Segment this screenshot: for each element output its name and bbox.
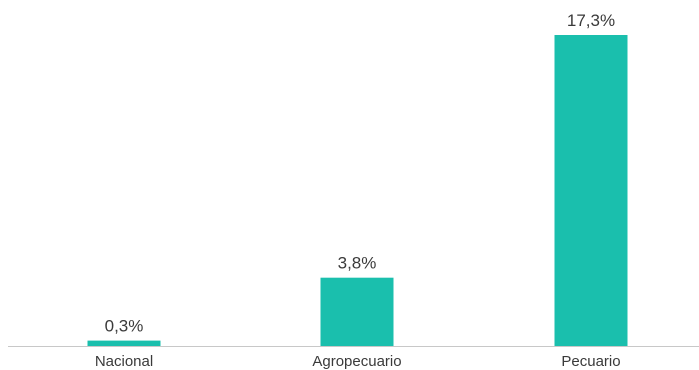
bar-nacional [87, 340, 161, 346]
x-tick-label-pecuario: Pecuario [561, 353, 620, 370]
bars-group [87, 35, 628, 346]
value-label-pecuario: 17,3% [567, 11, 615, 30]
value-labels-group: 0,3% 3,8% 17,3% [105, 11, 615, 336]
value-label-agropecuario: 3,8% [338, 254, 377, 273]
x-tick-labels-group: Nacional Agropecuario Pecuario [95, 353, 621, 370]
bar-agropecuario [320, 277, 394, 346]
x-tick-label-nacional: Nacional [95, 353, 153, 370]
value-label-nacional: 0,3% [105, 317, 144, 336]
x-tick-label-agropecuario: Agropecuario [312, 353, 401, 370]
bar-pecuario [554, 35, 628, 346]
